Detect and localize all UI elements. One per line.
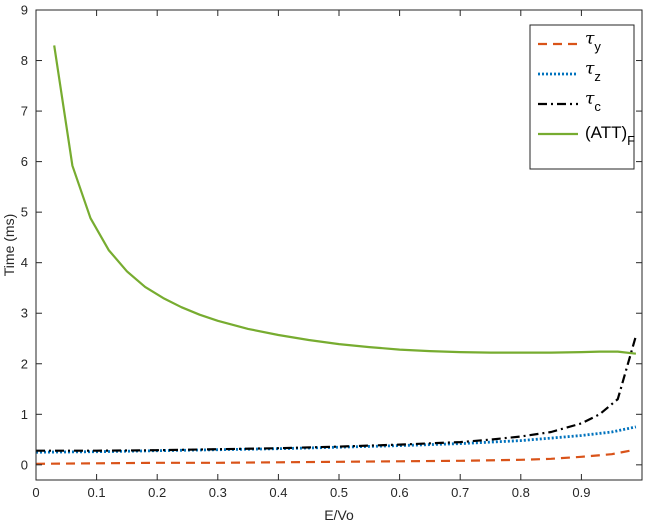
x-tick-label: 0.4: [269, 485, 287, 500]
y-tick-label: 2: [21, 356, 28, 371]
series-line-attf-3: [53, 45, 637, 355]
y-axis-ticks: 0 1 2 3 4 5 6 7 8 9: [21, 3, 642, 472]
y-tick-label: 0: [21, 457, 28, 472]
y-tick-label: 1: [21, 407, 28, 422]
legend-label: τc: [585, 89, 601, 114]
legend-box: [529, 24, 635, 170]
x-axis-ticks: 0 0.1 0.2 0.3 0.4 0.5 0.6 0.7 0.8 0.9: [32, 10, 590, 500]
y-tick-label: 8: [21, 53, 28, 68]
legend-label: τz: [585, 59, 601, 84]
y-tick-label: 3: [21, 306, 28, 321]
series-layer: [35, 45, 637, 465]
y-tick-label: 4: [21, 255, 28, 270]
x-tick-label: 0.9: [572, 485, 590, 500]
series-line-c-2: [36, 335, 637, 452]
y-tick-label: 9: [21, 3, 28, 18]
x-tick-label: 0.2: [148, 485, 166, 500]
x-tick-label: 0: [32, 485, 39, 500]
legend: τy τz τc (ATT)F: [529, 24, 635, 170]
x-tick-label: 0.7: [451, 485, 469, 500]
x-tick-label: 0.3: [209, 485, 227, 500]
legend-label: (ATT)F: [585, 123, 635, 148]
x-tick-label: 0.5: [330, 485, 348, 500]
x-tick-label: 0.6: [391, 485, 409, 500]
x-tick-label: 0.8: [512, 485, 530, 500]
legend-items: τy τz τc (ATT)F: [538, 29, 635, 148]
y-tick-label: 6: [21, 154, 28, 169]
y-axis-label: Time (ms): [1, 214, 17, 276]
y-tick-label: 7: [21, 104, 28, 119]
y-tick-label: 5: [21, 205, 28, 220]
x-axis-label: E/Vo: [324, 507, 354, 523]
x-tick-label: 0.1: [88, 485, 106, 500]
series-line-y-0: [35, 449, 631, 465]
legend-label: τy: [585, 29, 601, 54]
